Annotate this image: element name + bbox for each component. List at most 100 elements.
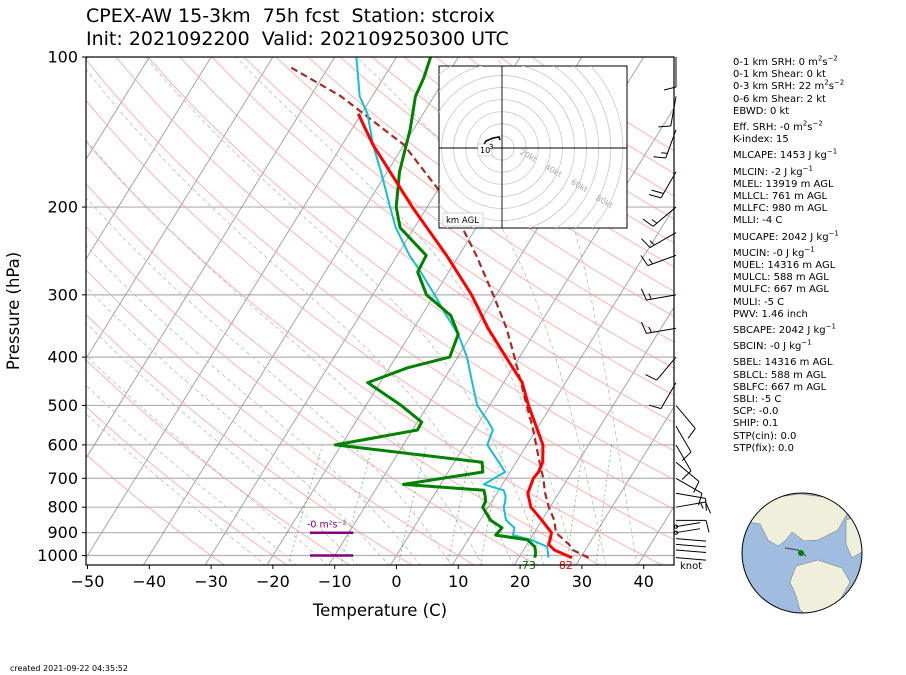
x-tick-label: 40 bbox=[634, 572, 654, 591]
index-line: SBCAPE: 2042 J kg−1 bbox=[733, 322, 836, 337]
wind-barb bbox=[675, 405, 696, 439]
wind-unit-label: knot bbox=[680, 561, 702, 572]
wind-barb bbox=[640, 288, 677, 301]
moist-adiabat-line bbox=[86, 384, 297, 565]
index-line: MUCAPE: 2042 J kg−1 bbox=[733, 229, 839, 243]
index-line: MLLCL: 761 m AGL bbox=[733, 191, 828, 203]
wind-barb-half-flag bbox=[648, 258, 653, 265]
index-line: SBEL: 14316 m AGL bbox=[733, 357, 833, 369]
isotherm-line bbox=[575, 406, 674, 565]
moist-adiabat-line bbox=[86, 322, 359, 565]
wind-barb-shaft bbox=[675, 477, 703, 494]
plot-frame bbox=[85, 56, 675, 566]
wind-barb-half-flag bbox=[661, 152, 668, 154]
wind-barb-flag bbox=[687, 428, 696, 439]
dry-adiabat-line bbox=[86, 140, 664, 565]
y-tick-label: 300 bbox=[47, 285, 78, 304]
wind-barb-half-flag bbox=[648, 326, 652, 333]
x-tick-label: 0 bbox=[391, 572, 401, 591]
dry-adiabat-line bbox=[86, 313, 413, 565]
wind-barb bbox=[675, 461, 700, 493]
wind-barb bbox=[675, 549, 707, 554]
dry-adiabat-line bbox=[115, 57, 674, 481]
temperature-profile-line bbox=[356, 113, 573, 560]
index-line: STP(fix): 0.0 bbox=[733, 442, 794, 454]
wind-barb-flag bbox=[681, 470, 692, 480]
y-tick-label: 600 bbox=[47, 435, 78, 454]
wind-barb bbox=[675, 522, 701, 528]
dewpoint-profile-line bbox=[333, 57, 538, 559]
wind-barb-flag bbox=[642, 218, 654, 227]
x-tick-label: 30 bbox=[572, 572, 592, 591]
isotherm-line bbox=[513, 306, 674, 565]
wind-barb bbox=[648, 382, 677, 410]
wind-barb-half-flag bbox=[651, 219, 658, 224]
wind-barb-shaft bbox=[646, 327, 677, 334]
dry-adiabat-line bbox=[307, 57, 674, 318]
index-line: SBLCL: 588 m AGL bbox=[733, 369, 827, 381]
index-line: MLCIN: -2 J kg−1 bbox=[733, 164, 813, 178]
wind-barb-flag bbox=[648, 404, 662, 410]
hodograph-height-label: 3 bbox=[489, 143, 493, 151]
wind-barb-flag bbox=[681, 451, 692, 462]
wind-barb bbox=[642, 206, 677, 227]
index-line: MULI: -5 C bbox=[733, 296, 785, 308]
mixing-ratio-line bbox=[397, 444, 427, 565]
mixing-ratio-line bbox=[525, 444, 547, 565]
srh-bar-label: -0 m²s⁻² bbox=[307, 520, 347, 531]
sounding-indices-panel: 0-1 km SRH: 0 m2s−2 0-1 km Shear: 0 kt 0-3… bbox=[733, 54, 844, 455]
index-line: MULCL: 588 m AGL bbox=[733, 272, 829, 284]
index-line: K-index: 15 bbox=[733, 134, 789, 146]
mixing-ratio-line bbox=[340, 444, 374, 565]
index-line: 0-6 km Shear: 2 kt bbox=[733, 93, 826, 105]
index-line: PWV: 1.46 inch bbox=[733, 308, 808, 320]
wind-barb-shaft bbox=[675, 444, 692, 472]
wind-barb bbox=[675, 501, 712, 514]
wind-barb-flag bbox=[698, 493, 703, 506]
index-line: 0-1 km SRH: 0 m2s−2 bbox=[733, 54, 838, 68]
index-line: SBCIN: -0 J kg−1 bbox=[733, 338, 812, 353]
dry-adiabat-line bbox=[86, 225, 539, 565]
x-tick-label: −20 bbox=[256, 572, 290, 591]
wind-barb-flag bbox=[648, 193, 662, 199]
x-tick-label: −10 bbox=[318, 572, 352, 591]
y-tick-label: 900 bbox=[47, 523, 78, 542]
y-tick-label: 400 bbox=[47, 348, 78, 367]
y-axis-label: Pressure (hPa) bbox=[4, 252, 23, 370]
moist-adiabat-line bbox=[86, 413, 266, 565]
index-line: SBLI: -5 C bbox=[733, 394, 782, 406]
index-line: MLLFC: 980 m AGL bbox=[733, 203, 828, 215]
moist-adiabat-line bbox=[496, 57, 638, 565]
wind-barb-half-flag bbox=[649, 240, 655, 246]
dry-adiabat-line bbox=[339, 57, 674, 292]
wind-barb bbox=[658, 96, 677, 128]
mixing-ratio-line bbox=[479, 444, 504, 565]
index-line: Eff. SRH: -0 m2s−2 bbox=[733, 119, 823, 134]
created-timestamp: created 2021-09-22 04:35:52 bbox=[10, 664, 128, 673]
index-line: SHIP: 0.1 bbox=[733, 418, 779, 430]
mixing-ratio-line bbox=[446, 444, 474, 565]
chart-subtitle: Init: 2021092200 Valid: 202109250300 UTC bbox=[86, 28, 509, 50]
y-tick-label: 700 bbox=[47, 469, 78, 488]
mixing-ratio-line bbox=[566, 444, 585, 565]
wind-barb bbox=[640, 321, 677, 334]
y-tick-label: 100 bbox=[47, 48, 78, 67]
wind-barb-shaft bbox=[675, 425, 692, 453]
wind-barb-flag bbox=[645, 374, 657, 381]
dry-adiabat-line bbox=[86, 405, 288, 565]
wind-barb bbox=[675, 425, 692, 462]
chart-title: CPEX-AW 15-3km 75h fcst Station: stcroix bbox=[86, 5, 495, 27]
index-line: MUEL: 14316 m AGL bbox=[733, 260, 836, 272]
wind-barb-half-flag bbox=[700, 502, 704, 509]
index-line: MUCIN: -0 J kg−1 bbox=[733, 245, 815, 259]
wind-barb bbox=[675, 557, 707, 561]
moist-adiabat-line bbox=[86, 197, 452, 565]
wind-barb-flag bbox=[651, 189, 664, 195]
moist-adiabat-line bbox=[86, 245, 421, 565]
wind-barb-flag bbox=[641, 238, 651, 248]
wind-barb-flag bbox=[640, 288, 647, 301]
wind-barb bbox=[648, 171, 677, 199]
wind-barb bbox=[641, 232, 677, 248]
